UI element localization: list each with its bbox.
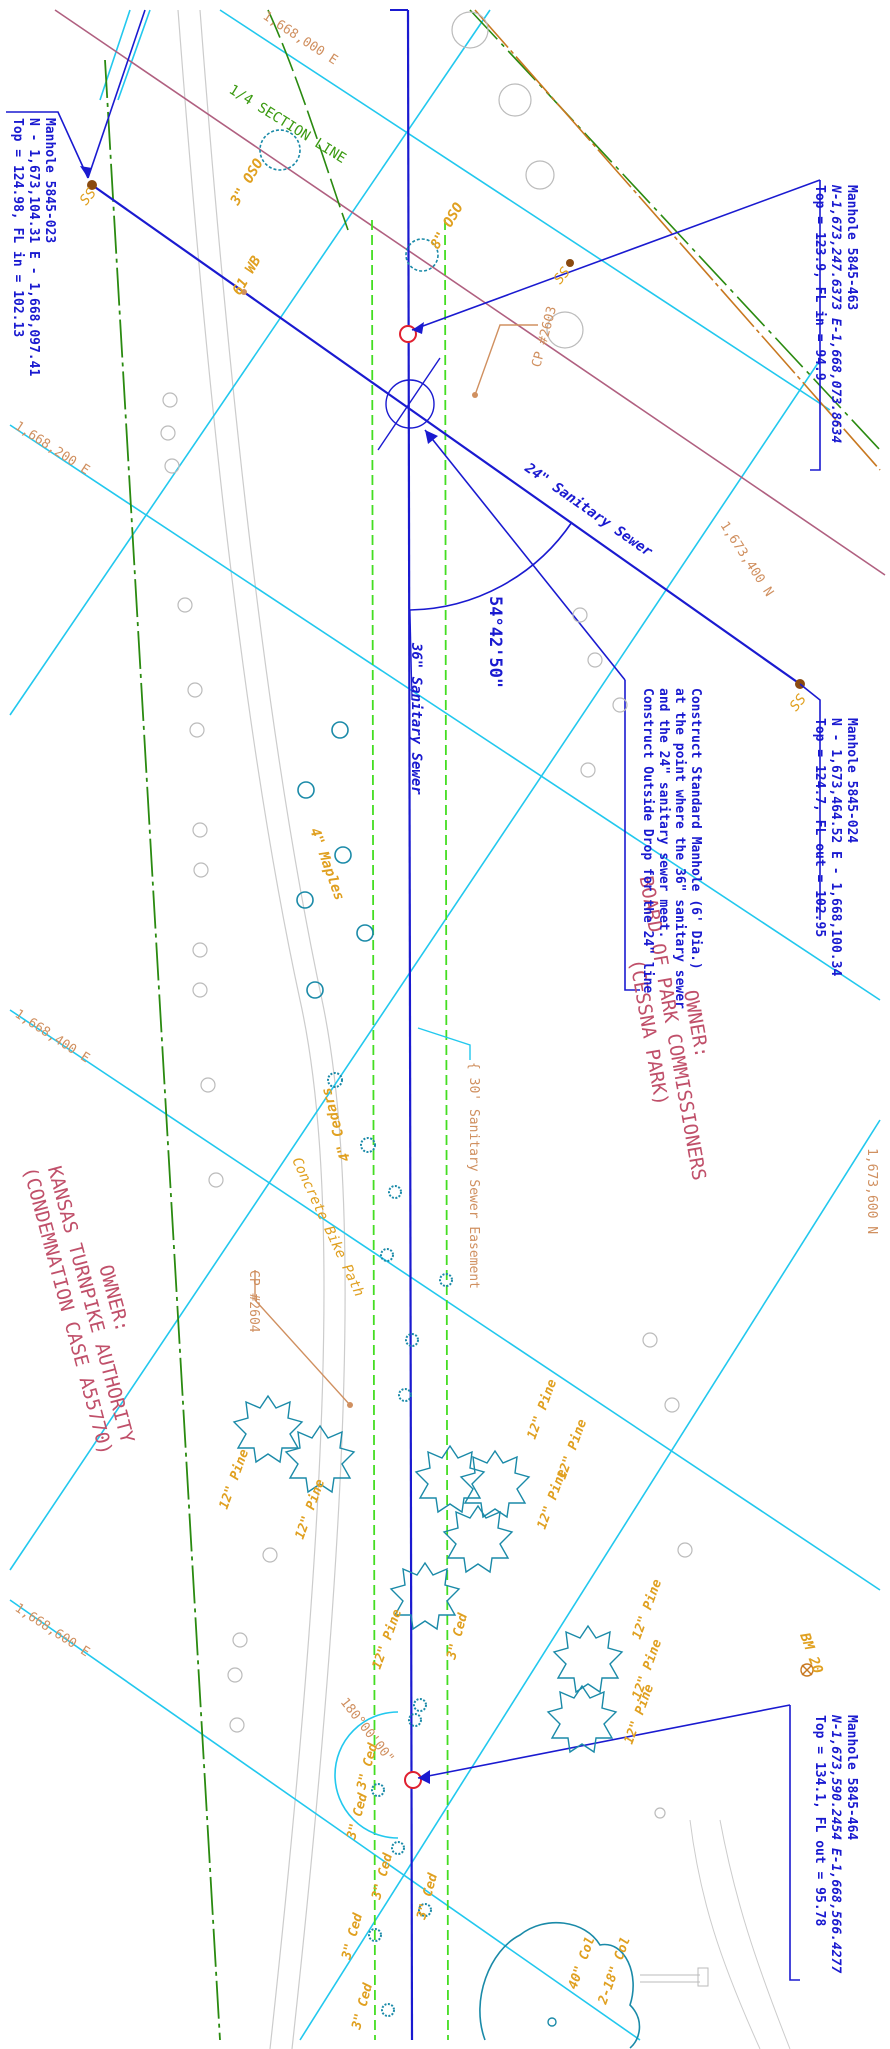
manhole-023-dot bbox=[87, 180, 97, 190]
construction-note: Construct Standard Manhole (6' Dia.) at … bbox=[640, 688, 703, 1009]
coord-e-1668600: 1,668,600 E bbox=[12, 1601, 92, 1660]
osage-3-label: 3" OSO bbox=[227, 156, 267, 209]
section-line-label: 1/4 SECTION LINE bbox=[226, 82, 349, 167]
cp-2604-label: CP #2604 bbox=[246, 1270, 261, 1333]
pine-label: 12" Pine bbox=[622, 1682, 658, 1746]
orange-line-point bbox=[566, 259, 574, 267]
bike-path-label: Concrete Bike Path bbox=[288, 1155, 367, 1299]
easement-lines bbox=[371, 219, 449, 2041]
ced-label: 3" Ced bbox=[339, 1911, 366, 1962]
cp-2604-leader bbox=[254, 1270, 351, 1406]
property-line bbox=[54, 9, 886, 576]
sanitary-sewer-24-line bbox=[91, 184, 801, 685]
manhole-023-name: Manhole 5845-023 bbox=[42, 118, 57, 243]
wb-label: 61 WB bbox=[230, 253, 265, 298]
osage-8-label: 8" OSO bbox=[428, 200, 467, 252]
angle-label: 54°42'50" bbox=[485, 596, 505, 688]
maples-label: 4" Maples bbox=[306, 826, 347, 903]
bm-20-marker bbox=[800, 1663, 814, 1677]
manhole-464-elev: Top = 134.1, FL out = 95.78 bbox=[812, 1715, 827, 1926]
col-tree-center bbox=[547, 2017, 557, 2027]
cp-2603-leader bbox=[474, 324, 538, 396]
easement-label: { 30' Sanitary Sewer Easement bbox=[466, 1062, 481, 1289]
park-path bbox=[640, 1967, 709, 1987]
existing-trees-outline bbox=[160, 11, 693, 1819]
grid-lines bbox=[9, 9, 881, 2041]
easement-leader bbox=[417, 1027, 471, 1060]
col-218-label: 2-18" Col bbox=[595, 1935, 634, 2007]
pine-label: 12" Pine bbox=[630, 1577, 666, 1641]
manhole-464-callout: Manhole 5845-464 N-1,673,590.2454 E-1,66… bbox=[812, 1714, 859, 1973]
manhole-024-callout: Manhole 5845-024 N - 1,673,464.52 E - 1,… bbox=[812, 718, 859, 976]
angle-ray bbox=[409, 609, 413, 701]
sewer-36-label: 36" Sanitary Sewer bbox=[408, 642, 424, 795]
note-line-3: and the 24" sanitary sewer meet. bbox=[656, 688, 671, 938]
coord-e-1668200: 1,668,200 E bbox=[12, 419, 92, 478]
note-line-4: Construct Outside Drop for the 24" line bbox=[640, 688, 655, 993]
junction-manhole-symbol bbox=[377, 357, 441, 451]
manhole-024-coords: N - 1,673,464.52 E - 1,668,100.34 bbox=[828, 718, 843, 976]
ced-label: 3" Ced bbox=[344, 1791, 371, 1842]
pine-label: 12" Pine bbox=[293, 1477, 329, 1541]
coord-e-1668400: 1,668,400 E bbox=[12, 1007, 92, 1066]
callout-arrowheads bbox=[80, 166, 438, 1784]
osage-trees bbox=[259, 129, 439, 272]
coord-e-1668000: 1,668,000 E bbox=[260, 9, 340, 68]
pine-label: 12" Pine bbox=[217, 1447, 253, 1511]
manhole-464-coords: N-1,673,590.2454 E-1,668,566.4277 bbox=[828, 1714, 843, 1973]
manhole-024-symbol: SS bbox=[787, 691, 810, 714]
pine-trees bbox=[232, 1394, 624, 1754]
manhole-464-new bbox=[404, 1771, 422, 1789]
ced-label: 3" Ced bbox=[354, 1741, 381, 1792]
callout-leaders bbox=[6, 9, 821, 1981]
quarter-section-line bbox=[104, 59, 221, 2041]
manhole-023-callout: Manhole 5845-023 N - 1,673,104.31 E - 1,… bbox=[10, 118, 57, 376]
pine-label: 12" Pine bbox=[525, 1377, 561, 1441]
manhole-463-symbol: SS bbox=[551, 264, 574, 287]
manhole-463-name: Manhole 5845-463 bbox=[844, 185, 859, 310]
pine-label: 12" Pine bbox=[535, 1467, 571, 1531]
cedars-label: 4" Cedars bbox=[319, 1086, 354, 1163]
col-40-label: 40" Col bbox=[566, 1935, 599, 1992]
manhole-024-elev: Top = 124.7, FL out = 102.95 bbox=[812, 718, 827, 937]
manhole-464-name: Manhole 5845-464 bbox=[844, 1715, 859, 1840]
angle-180-arc bbox=[334, 1711, 399, 1839]
manhole-023-elev: Top = 124.98, FL in = 102.13 bbox=[10, 118, 25, 337]
coord-n-1673600: 1,673,600 N bbox=[864, 1148, 879, 1234]
note-line-1: Construct Standard Manhole (6' Dia.) bbox=[688, 688, 703, 970]
manhole-024-name: Manhole 5845-024 bbox=[844, 718, 859, 843]
col-tree-canopy bbox=[479, 1921, 641, 2049]
cp-2603-point bbox=[472, 392, 478, 398]
wb-tree bbox=[241, 289, 247, 295]
owner-turnpike: OWNER: KANSAS TURNPIKE AUTHORITY (CONDEM… bbox=[18, 1164, 138, 1458]
cedar-trees bbox=[327, 1072, 453, 2017]
orange-utility-line bbox=[474, 9, 881, 471]
sewer-24-label: 24" Sanitary Sewer bbox=[521, 460, 656, 561]
section-line-right bbox=[469, 9, 881, 451]
section-curve bbox=[267, 9, 349, 231]
manhole-463-new bbox=[399, 325, 417, 343]
manhole-463-callout: Manhole 5845-463 N-1,673,247.6373 E-1,66… bbox=[812, 184, 859, 443]
maple-trees bbox=[296, 721, 374, 999]
manhole-463-elev: Top = 123.9, FL in = 94.9 bbox=[812, 185, 827, 381]
manhole-023-coords: N - 1,673,104.31 E - 1,668,097.41 bbox=[26, 118, 41, 376]
sanitary-sewer-36-line bbox=[406, 9, 414, 2041]
coord-n-1673400: 1,673,400 N bbox=[717, 519, 776, 599]
ced-label: 3" Ced bbox=[349, 1981, 376, 2032]
ced-label: 3" Ced bbox=[414, 1871, 441, 1922]
cp-2604-point bbox=[347, 1402, 353, 1408]
bike-path-edges bbox=[177, 9, 346, 2049]
manhole-463-coords: N-1,673,247.6373 E-1,668,073.8634 bbox=[828, 184, 843, 443]
angle-arc bbox=[409, 521, 573, 611]
park-contour bbox=[689, 1819, 791, 2049]
note-line-2: at the point where the 36" sanitary sewe… bbox=[672, 688, 687, 1009]
